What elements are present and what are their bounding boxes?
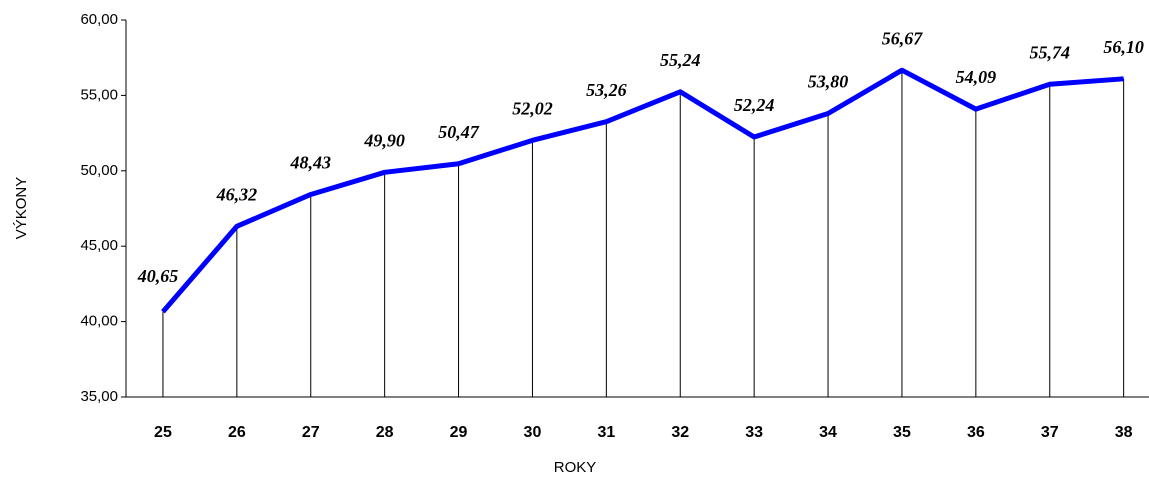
x-tick-label: 33 — [745, 424, 763, 441]
x-tick-label: 28 — [376, 424, 394, 441]
data-label: 48,43 — [290, 153, 332, 173]
y-axis-label: VÝKONY — [13, 177, 30, 240]
data-label: 52,24 — [734, 95, 775, 115]
y-tick-label: 60,00 — [80, 11, 118, 28]
x-tick-label: 29 — [450, 424, 468, 441]
x-tick-label: 25 — [154, 424, 172, 441]
data-label: 46,32 — [216, 184, 258, 204]
data-label: 55,24 — [660, 50, 701, 70]
line — [161, 67, 1124, 314]
data-label: 55,74 — [1030, 42, 1071, 62]
data-label: 52,02 — [512, 98, 553, 118]
x-tick-label: 30 — [524, 424, 542, 441]
data-label: 54,09 — [956, 67, 997, 87]
data-label: 49,90 — [363, 130, 405, 150]
x-axis-label: ROKY — [554, 459, 597, 476]
y-tick-label: 40,00 — [80, 313, 118, 330]
data-label: 50,47 — [438, 122, 480, 142]
data-label: 56,67 — [882, 28, 924, 48]
y-tick-label: 35,00 — [80, 388, 118, 405]
x-tick-label: 35 — [893, 424, 911, 441]
x-tick-label: 31 — [597, 424, 615, 441]
data-label: 53,26 — [586, 80, 627, 100]
y-tick-label: 55,00 — [80, 86, 118, 103]
x-tick-label: 34 — [819, 424, 837, 441]
x-tick-label: 32 — [671, 424, 689, 441]
data-label: 56,10 — [1103, 37, 1144, 57]
y-tick-label: 45,00 — [80, 237, 118, 254]
x-tick-label: 37 — [1041, 424, 1059, 441]
x-tick-label: 27 — [302, 424, 320, 441]
x-tick-label: 38 — [1115, 424, 1133, 441]
x-tick-label: 36 — [967, 424, 985, 441]
y-tick-label: 50,00 — [80, 162, 118, 179]
x-tick-label: 26 — [228, 424, 246, 441]
data-label: 40,65 — [137, 266, 179, 286]
data-label: 53,80 — [808, 72, 849, 92]
